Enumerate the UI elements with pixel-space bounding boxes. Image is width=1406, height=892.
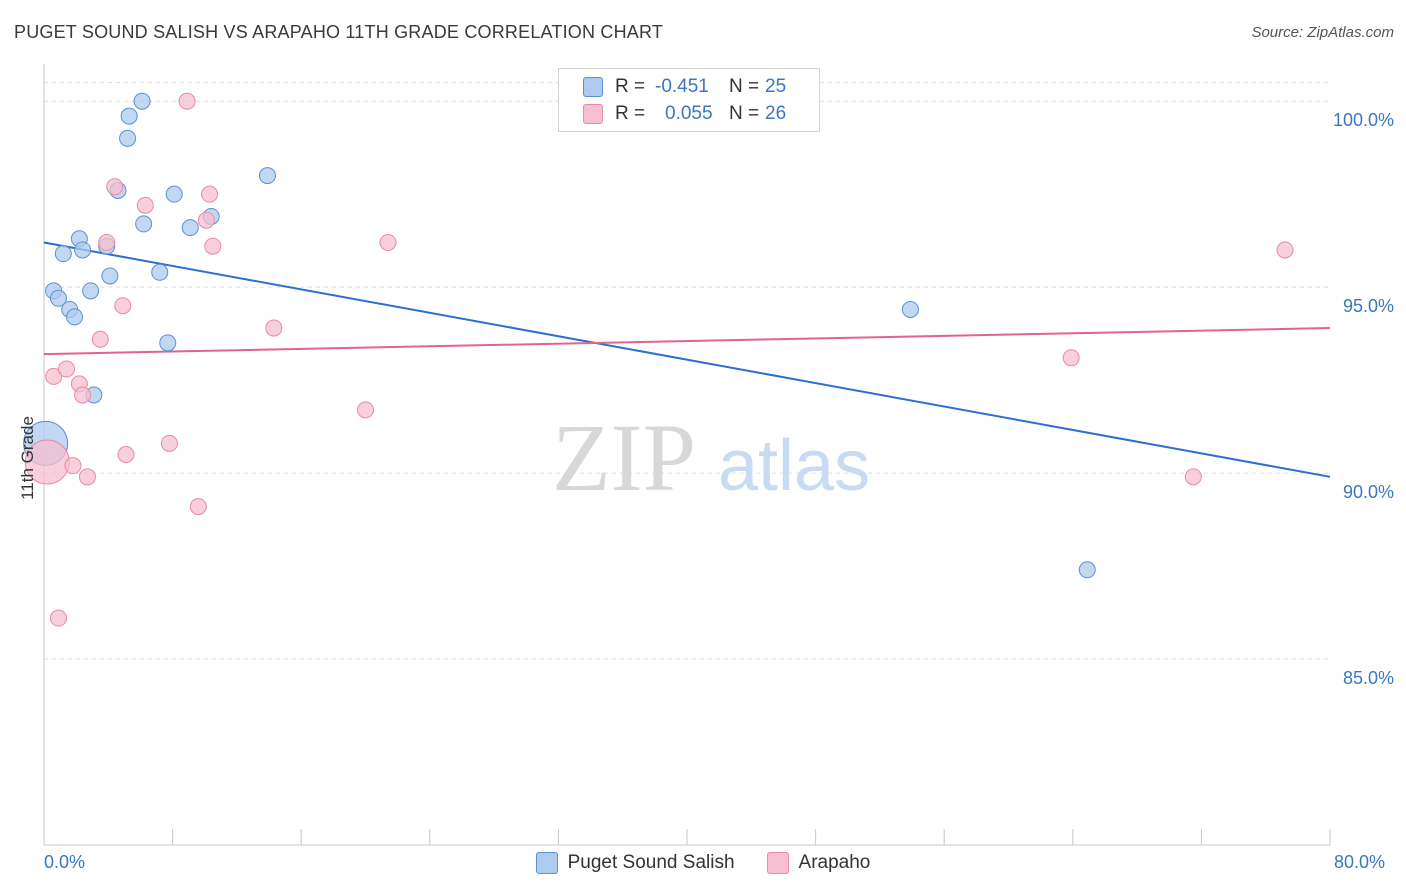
- series-swatch-pink: [766, 852, 789, 874]
- point-layer: [23, 92, 1294, 627]
- trend-line: [43, 327, 1331, 356]
- legend-swatch-blue: [583, 77, 603, 97]
- data-point: [1062, 349, 1080, 367]
- legend-r-value: 0.055: [665, 103, 713, 124]
- data-point: [133, 92, 151, 110]
- data-point: [1184, 468, 1202, 486]
- data-point: [379, 234, 397, 252]
- data-point: [135, 215, 153, 233]
- data-point: [74, 241, 92, 259]
- data-point: [45, 367, 63, 385]
- data-point: [106, 178, 124, 196]
- data-point: [258, 167, 276, 185]
- trend-layer: [43, 241, 1331, 478]
- legend-row-salish: R = -0.451 N = 25: [583, 75, 786, 99]
- data-point: [1276, 241, 1294, 259]
- data-point: [74, 386, 92, 404]
- y-axis-label: 11th Grade: [18, 416, 37, 500]
- legend-swatch-pink: [583, 104, 603, 124]
- series-legend-label: Arapaho: [798, 852, 871, 873]
- data-point: [159, 334, 177, 352]
- y-tick-label: 100.0%: [1333, 110, 1394, 130]
- legend-n-value: 25: [765, 76, 787, 97]
- legend-r-label: R =: [615, 103, 646, 124]
- data-point: [1078, 561, 1096, 579]
- grid-layer: [44, 82, 1330, 660]
- data-point: [160, 434, 178, 452]
- series-legend-item-arapaho[interactable]: Arapaho: [766, 852, 871, 874]
- y-tick-label: 95.0%: [1343, 296, 1394, 316]
- data-point: [114, 297, 132, 315]
- data-point: [66, 308, 84, 326]
- legend-n-label: N =: [729, 103, 760, 124]
- series-legend-label: Puget Sound Salish: [567, 852, 735, 873]
- data-point: [178, 92, 196, 110]
- legend-r-label: R =: [615, 76, 646, 97]
- data-point: [101, 267, 119, 285]
- watermark-zip: ZIP: [552, 404, 696, 511]
- source-label: Source: ZipAtlas.com: [1251, 24, 1394, 41]
- series-legend-item-salish[interactable]: Puget Sound Salish: [535, 852, 735, 874]
- y-tick-label: 90.0%: [1343, 482, 1394, 502]
- data-point: [54, 245, 72, 263]
- data-point: [201, 185, 219, 203]
- data-point: [189, 498, 207, 516]
- watermark: ZIP atlas: [552, 404, 870, 511]
- data-point: [197, 211, 215, 229]
- data-point: [151, 263, 169, 281]
- data-point: [181, 219, 199, 237]
- data-point: [78, 468, 96, 486]
- legend-row-arapaho: R = 0.055 N = 26: [583, 102, 786, 126]
- legend-n-label: N =: [729, 76, 760, 97]
- data-point: [136, 196, 154, 214]
- x-tick-label-min: 0.0%: [44, 852, 86, 872]
- watermark-atlas: atlas: [718, 426, 870, 506]
- data-point: [91, 330, 109, 348]
- y-tick-labels: 85.0% 90.0% 95.0% 100.0%: [1333, 110, 1394, 688]
- chart-title: PUGET SOUND SALISH VS ARAPAHO 11TH GRADE…: [14, 22, 664, 42]
- data-point: [117, 446, 135, 463]
- data-point: [204, 237, 222, 255]
- data-point: [165, 185, 183, 203]
- correlation-legend: R = -0.451 N = 25 R = 0.055 N = 26: [558, 68, 820, 132]
- data-point: [64, 457, 82, 475]
- series-swatch-blue: [535, 852, 558, 874]
- data-point: [357, 401, 374, 419]
- data-point: [119, 129, 137, 147]
- y-tick-label: 85.0%: [1343, 668, 1394, 688]
- data-point: [49, 609, 67, 627]
- trend-line: [43, 241, 1331, 478]
- data-point: [98, 234, 116, 252]
- data-point: [82, 282, 100, 300]
- data-point: [901, 300, 919, 318]
- data-point: [58, 360, 76, 378]
- legend-n-value: 26: [765, 103, 787, 124]
- data-point: [265, 319, 283, 337]
- data-point: [120, 107, 138, 125]
- data-point: [49, 289, 67, 307]
- x-tick-label-max: 80.0%: [1334, 852, 1386, 872]
- legend-r-value: -0.451: [655, 76, 709, 97]
- series-legend: Puget Sound Salish Arapaho: [0, 852, 1406, 874]
